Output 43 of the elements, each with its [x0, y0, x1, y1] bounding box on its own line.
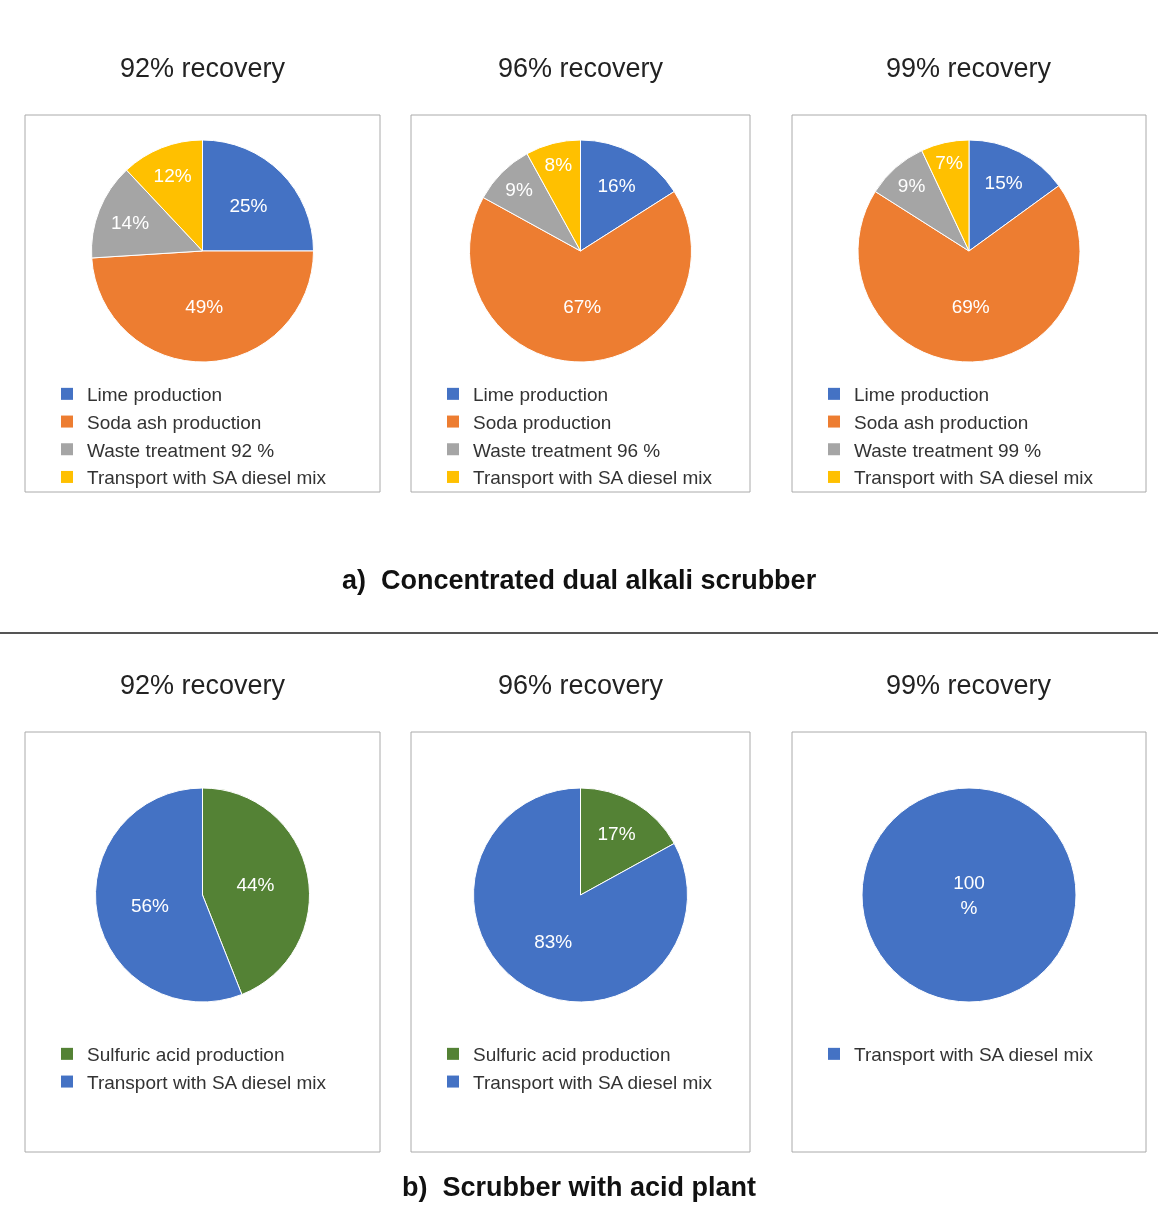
- legend-label: Transport with SA diesel mix: [854, 1044, 1094, 1066]
- data-label: 15%: [984, 172, 1023, 194]
- chart-title: 92% recovery: [120, 53, 286, 83]
- legend-label: Lime production: [854, 384, 990, 406]
- data-label: 17%: [597, 823, 636, 845]
- data-label: 9%: [505, 179, 533, 201]
- chart-title: 99% recovery: [886, 53, 1052, 83]
- legend-label: Sulfuric acid production: [473, 1044, 671, 1066]
- chart-title: 96% recovery: [498, 670, 664, 700]
- legend-label: Soda ash production: [854, 411, 1029, 433]
- legend-label: Transport with SA diesel mix: [87, 1071, 327, 1093]
- data-label: 69%: [951, 295, 990, 317]
- legend-label: Waste treatment 99 %: [854, 439, 1042, 461]
- data-label: 14%: [111, 211, 150, 233]
- chart-title: 96% recovery: [498, 53, 664, 83]
- legend-label: Transport with SA diesel mix: [854, 467, 1094, 489]
- chart-title: 92% recovery: [120, 670, 286, 700]
- legend-label: Transport with SA diesel mix: [473, 467, 713, 489]
- legend-label: Waste treatment 92 %: [87, 439, 275, 461]
- data-label: 67%: [563, 295, 602, 317]
- data-label: 7%: [935, 151, 963, 173]
- data-label: 12%: [153, 165, 192, 187]
- data-label: 83%: [534, 930, 573, 952]
- text: a) Concentrated dual alkali scrubber: [342, 565, 817, 595]
- legend-label: Lime production: [87, 384, 223, 406]
- legend-label: Transport with SA diesel mix: [87, 467, 327, 489]
- pie-slice: [473, 787, 688, 1003]
- data-label: 44%: [236, 874, 275, 896]
- text: b) Scrubber with acid plant: [402, 1172, 757, 1202]
- legend-label: Waste treatment 96 %: [473, 439, 661, 461]
- legend-label: Soda ash production: [87, 411, 262, 433]
- data-label: 56%: [130, 894, 170, 916]
- data-label: 49%: [185, 295, 224, 317]
- data-label: 100 %: [953, 872, 985, 918]
- data-label: 16%: [597, 174, 636, 196]
- data-label: 25%: [229, 194, 268, 216]
- chart-title: 99% recovery: [886, 670, 1052, 700]
- legend-label: Transport with SA diesel mix: [473, 1071, 713, 1093]
- data-label: 9%: [897, 175, 926, 197]
- legend-label: Lime production: [473, 384, 609, 406]
- legend-label: Sulfuric acid production: [87, 1044, 285, 1066]
- legend-label: Soda production: [473, 411, 612, 433]
- data-label: 8%: [544, 154, 573, 176]
